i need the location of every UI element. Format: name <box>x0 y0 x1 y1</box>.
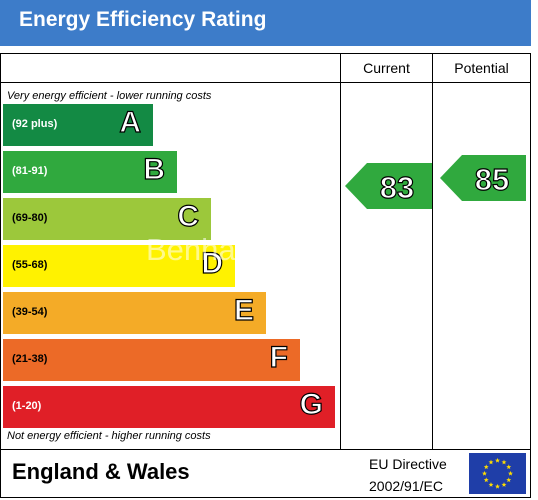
eu-star-icon <box>506 464 512 470</box>
eu-star-icon <box>501 459 507 465</box>
footer-divider <box>0 449 531 450</box>
eu-star-icon <box>488 459 494 465</box>
efficient-note: Very energy efficient - lower running co… <box>7 90 212 102</box>
band-letter: D <box>201 246 224 280</box>
watermark: Benham <box>146 232 262 267</box>
eu-star-icon <box>495 483 500 489</box>
eu-star-icon <box>483 477 489 483</box>
rating-band-c: (69-80) C <box>3 198 211 240</box>
band-letter: F <box>269 340 289 374</box>
current-column-header: Current <box>363 60 410 76</box>
current-column-divider <box>340 53 341 450</box>
eu-star-icon <box>506 477 512 483</box>
potential-column-header: Potential <box>454 60 509 76</box>
rating-band-d: (55-68) D <box>3 245 235 287</box>
band-letter: B <box>143 152 166 186</box>
band-range-label: (21-38) <box>12 353 48 365</box>
potential-rating-arrow: 85 <box>440 155 526 201</box>
header-bar: Energy Efficiency Rating <box>0 0 531 46</box>
inefficient-note: Not energy efficient - higher running co… <box>7 430 211 442</box>
current-rating-value: 83 <box>380 170 414 205</box>
eu-star-icon <box>501 482 507 487</box>
column-header-divider <box>0 82 531 83</box>
band-range-label: (39-54) <box>12 306 48 318</box>
band-range-label: (81-91) <box>12 165 48 177</box>
band-letter: A <box>119 105 142 139</box>
potential-rating-value: 85 <box>475 162 509 197</box>
eu-star-icon <box>483 464 489 470</box>
eu-star-icon <box>508 470 513 476</box>
band-range-label: (92 plus) <box>12 118 58 130</box>
rating-band-g: (1-20) G <box>3 386 335 428</box>
rating-frame <box>0 53 531 498</box>
rating-band-b: (81-91) B <box>3 151 177 193</box>
rating-band-a: (92 plus) A <box>3 104 153 146</box>
eu-flag-icon <box>469 453 526 494</box>
band-range-label: (1-20) <box>12 400 42 412</box>
eu-star-icon <box>495 457 500 463</box>
directive-line-2: 2002/91/EC <box>369 478 443 494</box>
band-letter: E <box>233 293 254 327</box>
rating-band-e: (39-54) E <box>3 292 266 334</box>
eu-star-icon <box>488 482 494 487</box>
band-range-label: (69-80) <box>12 212 48 224</box>
region-label: England & Wales <box>12 459 190 484</box>
current-rating-shape <box>345 163 432 209</box>
band-range-label: (55-68) <box>12 259 48 271</box>
potential-rating-shape <box>440 155 526 201</box>
potential-column-divider <box>432 53 433 450</box>
eu-star-icon <box>482 470 487 476</box>
rating-band-f: (21-38) F <box>3 339 300 381</box>
chart-title: Energy Efficiency Rating <box>19 8 267 31</box>
band-letter: C <box>177 199 200 233</box>
current-rating-arrow: 83 <box>345 163 432 209</box>
band-letter: G <box>299 387 324 421</box>
directive-line-1: EU Directive <box>369 456 447 472</box>
